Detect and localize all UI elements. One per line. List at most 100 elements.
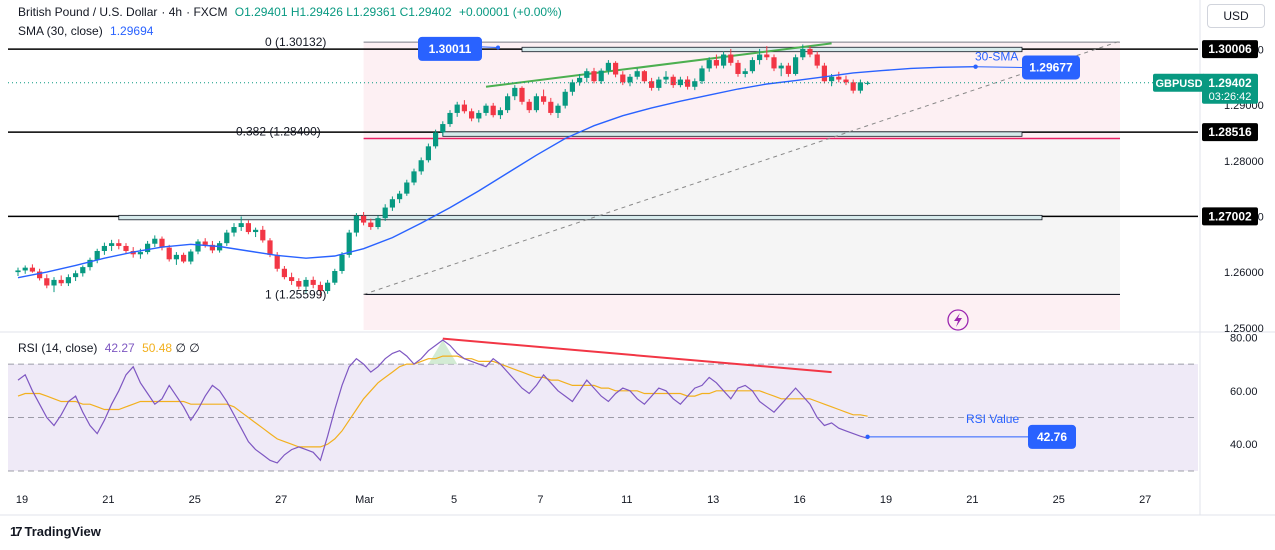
time-axis-tick: 19 <box>880 494 892 506</box>
candle-body <box>577 77 583 83</box>
candle-body <box>58 279 64 284</box>
time-axis-tick: 25 <box>189 494 201 506</box>
candle-body <box>476 112 482 119</box>
candle-body <box>116 243 122 246</box>
sma-annotation-label: 30-SMA <box>975 50 1018 64</box>
candle-body <box>418 160 424 172</box>
support-zone-2 <box>118 214 1043 221</box>
high-price-tag-label: 1.30011 <box>429 42 472 56</box>
candle-body <box>497 110 503 116</box>
candle-body <box>238 223 244 228</box>
candle-body <box>65 277 71 284</box>
rsi-legend[interactable]: RSI (14, close) 42.27 50.48 ∅ ∅ <box>18 341 200 355</box>
candle-body <box>483 105 489 113</box>
upper-trendline <box>485 42 832 88</box>
timeframe[interactable]: 4h <box>168 5 183 19</box>
rsi-legend-value: 42.27 <box>104 341 135 355</box>
currency-button[interactable]: USD <box>1207 4 1265 28</box>
tradingview-logo[interactable]: 17 TradingView <box>10 524 101 539</box>
candle-body <box>685 79 691 87</box>
sma-price-tag-label: 1.29677 <box>1029 60 1073 74</box>
level-price-tag-label: 1.30006 <box>1208 42 1252 56</box>
candle-body <box>51 279 57 286</box>
candle-body <box>375 218 381 228</box>
candle-body <box>836 76 842 80</box>
time-axis-tick: 19 <box>16 494 28 506</box>
candle-body <box>778 65 784 69</box>
candle-body <box>850 82 856 91</box>
candle-body <box>699 68 705 82</box>
candle-body <box>490 105 496 116</box>
tradingview-logo-icon: 17 <box>10 524 23 539</box>
candle-body <box>569 82 575 92</box>
rsi-legend-label: RSI (14, close) <box>18 341 98 355</box>
candle-body <box>137 252 143 255</box>
high-price-tag <box>418 36 482 61</box>
candle-body <box>425 146 431 161</box>
candle-body <box>742 71 748 74</box>
candle-body <box>159 238 165 248</box>
candle-body <box>857 82 863 91</box>
candle-body <box>634 71 640 77</box>
candle-body <box>440 124 446 133</box>
time-axis-tick: 27 <box>275 494 287 506</box>
candle-body <box>519 87 525 102</box>
candle-body <box>173 254 179 260</box>
candle-body <box>245 223 251 233</box>
candle-body <box>771 57 777 69</box>
candle-body <box>454 104 460 113</box>
candle-body <box>224 232 230 244</box>
change-value: +0.00001 (+0.00%) <box>458 5 562 19</box>
candle-body <box>649 81 655 88</box>
candle-body <box>548 101 554 113</box>
level-price-tag <box>1202 40 1258 59</box>
chart-header: British Pound / U.S. Dollar · 4h · FXCM O1… <box>18 5 562 19</box>
rsi-overbought-fill <box>428 340 458 365</box>
candle-body <box>411 171 417 183</box>
level-price-tag <box>1202 207 1258 226</box>
candle-body <box>382 207 388 219</box>
candle-body <box>620 74 626 83</box>
candle-body <box>188 251 194 262</box>
candle-body <box>404 182 410 194</box>
candle-body <box>37 271 43 279</box>
rsi-axis-tick: 60.00 <box>1230 386 1258 398</box>
candle-body <box>109 243 115 246</box>
symbol-tag <box>1153 73 1205 92</box>
time-axis-tick: 27 <box>1139 494 1151 506</box>
candle-body <box>202 241 208 245</box>
sma-legend[interactable]: SMA (30, close) 1.29694 <box>18 24 153 38</box>
candle-body <box>814 54 820 66</box>
candle-body <box>267 240 273 255</box>
candle-body <box>123 245 129 251</box>
time-axis-tick: 11 <box>621 494 632 506</box>
rsi-annotation-label: RSI Value <box>966 412 1019 426</box>
ohlc-values: O1.29401 H1.29426 L1.29361 C1.29402 <box>234 5 452 19</box>
candle-body <box>281 268 287 278</box>
rsi-divergence-line <box>442 337 832 374</box>
candle-body <box>605 62 611 71</box>
candle-body <box>562 91 568 106</box>
candle-body <box>555 105 561 113</box>
time-axis-tick: 5 <box>451 494 457 506</box>
lightning-icon-bolt <box>954 313 962 327</box>
countdown-label: 03:26:42 <box>1209 91 1252 103</box>
candle-body <box>15 270 21 273</box>
fib-label-0382: 0.382 (1.28400) <box>236 125 321 139</box>
candle-body <box>87 259 93 268</box>
candle-body <box>692 81 698 87</box>
candle-body <box>94 250 100 260</box>
rsi-ma-line <box>17 355 868 448</box>
candle-body <box>807 48 813 55</box>
candle-body <box>145 243 151 253</box>
time-axis-tick: 25 <box>1053 494 1065 506</box>
candle-body <box>728 54 734 63</box>
candle-body <box>598 70 604 82</box>
symbol-name[interactable]: British Pound / U.S. Dollar <box>18 5 158 19</box>
candle-body <box>627 76 633 83</box>
candle-body <box>152 238 158 244</box>
rsi-line <box>17 339 868 464</box>
high-tag-connector <box>481 46 499 49</box>
candle-body <box>533 96 539 111</box>
